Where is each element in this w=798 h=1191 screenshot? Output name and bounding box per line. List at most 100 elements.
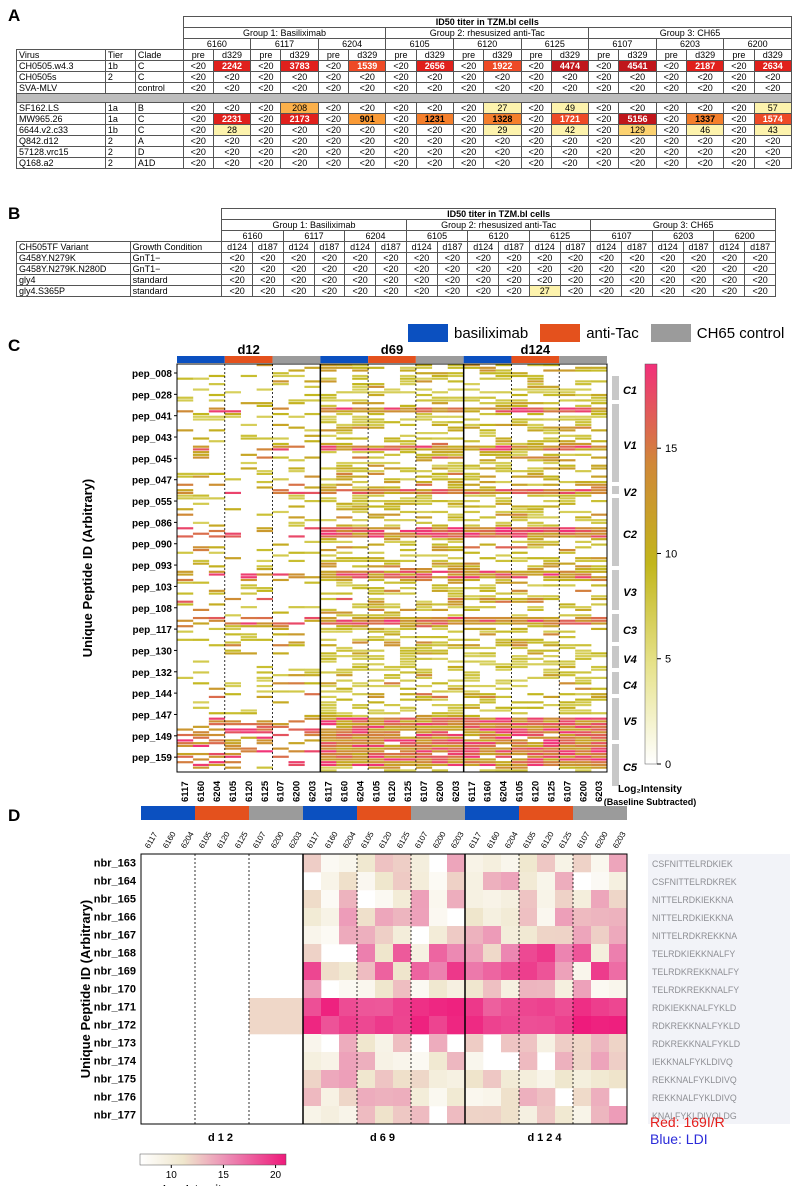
heat-cell xyxy=(527,407,544,410)
heat-cell xyxy=(429,872,448,891)
heat-cell xyxy=(591,687,608,690)
heat-cell xyxy=(357,998,376,1017)
heat-cell xyxy=(573,1034,592,1053)
heat-cell xyxy=(527,595,544,598)
heat-cell xyxy=(224,649,242,652)
heat-cell xyxy=(415,554,433,557)
heat-cell xyxy=(511,646,528,650)
heat-cell xyxy=(543,704,560,707)
heat-cell xyxy=(288,576,305,579)
value-cell: <20 xyxy=(655,124,687,136)
heat-cell xyxy=(527,508,544,511)
heat-cell xyxy=(483,1016,502,1035)
colorbar xyxy=(139,1153,287,1166)
heat-cell xyxy=(573,1052,592,1071)
heat-cell xyxy=(321,1016,340,1035)
heat-cell xyxy=(399,723,417,726)
value-cell: <20 xyxy=(588,82,620,94)
heat-cell xyxy=(511,644,528,647)
x-tick-label: 6120 xyxy=(539,830,556,850)
heat-cell xyxy=(447,513,464,516)
heat-cell xyxy=(399,636,417,639)
x-tick-label: 6204 xyxy=(355,780,366,802)
heat-cell xyxy=(559,464,576,467)
heat-cell xyxy=(519,1052,538,1071)
heat-cell xyxy=(384,622,401,625)
heat-cell xyxy=(320,377,337,380)
heat-cell xyxy=(495,453,512,456)
heat-cell xyxy=(352,391,369,394)
heat-cell xyxy=(224,641,242,644)
heat-cell xyxy=(304,731,321,734)
heat-cell xyxy=(320,418,337,421)
heat-cell xyxy=(511,510,528,514)
heat-cell xyxy=(495,497,512,500)
heat-cell xyxy=(336,668,353,671)
heat-cell xyxy=(555,1034,574,1053)
heat-cell xyxy=(501,1016,520,1035)
heat-cell xyxy=(463,750,480,753)
value-cell: <20 xyxy=(655,113,687,125)
heat-cell xyxy=(559,709,576,712)
heat-cell xyxy=(479,684,496,688)
value-cell: <20 xyxy=(550,135,590,147)
heat-cell xyxy=(479,622,496,625)
heat-cell xyxy=(527,600,544,603)
heat-cell xyxy=(463,655,480,658)
heat-cell xyxy=(527,725,544,728)
x-tick-label: 6125 xyxy=(403,780,414,802)
x-tick-label: 6105 xyxy=(197,830,214,850)
heat-cell xyxy=(543,437,560,440)
heat-cell xyxy=(192,453,210,456)
heat-cell xyxy=(591,557,608,560)
x-tick-label: 6160 xyxy=(339,781,350,802)
heat-cell xyxy=(352,763,369,767)
heat-cell xyxy=(384,755,401,758)
heat-cell xyxy=(463,587,480,590)
heat-cell xyxy=(543,505,560,508)
heat-cell xyxy=(527,429,544,432)
heat-cell xyxy=(415,521,433,524)
heat-cell xyxy=(527,527,544,530)
value-cell: 28 xyxy=(212,124,252,136)
heat-cell xyxy=(352,665,369,669)
heat-cell xyxy=(463,483,480,486)
heat-cell xyxy=(447,546,464,549)
heat-cell xyxy=(479,412,496,416)
heat-cell xyxy=(511,742,528,745)
blank-cell xyxy=(17,209,222,220)
heat-cell xyxy=(447,752,464,756)
heat-cell xyxy=(272,412,289,416)
col-header: d329 xyxy=(212,49,252,61)
heat-cell xyxy=(447,717,464,720)
heat-cell xyxy=(447,747,464,750)
value-cell: <20 xyxy=(685,82,725,94)
x-tick-label: 6203 xyxy=(594,781,605,802)
heat-cell xyxy=(320,529,337,533)
heat-cell xyxy=(304,674,321,677)
heat-cell xyxy=(447,570,464,573)
heat-cell xyxy=(240,592,257,595)
heat-cell xyxy=(320,538,337,541)
heat-cell xyxy=(447,723,464,726)
heat-cell xyxy=(192,546,210,549)
heat-cell xyxy=(543,597,560,601)
heat-cell xyxy=(511,739,528,742)
heat-cell xyxy=(575,622,592,625)
heat-cell xyxy=(463,510,480,514)
heat-cell xyxy=(415,377,433,380)
heat-cell xyxy=(208,565,226,568)
value-cell: <20 xyxy=(385,82,417,94)
heat-cell xyxy=(479,758,496,761)
value-cell: <20 xyxy=(483,135,522,147)
value-cell: <20 xyxy=(452,157,485,169)
heat-cell xyxy=(415,731,433,734)
value-cell: <20 xyxy=(251,263,284,275)
heat-cell xyxy=(208,410,226,413)
heat-cell xyxy=(336,763,353,767)
value-cell: <20 xyxy=(685,71,725,83)
heat-cell xyxy=(304,385,321,388)
heat-cell xyxy=(479,750,496,753)
heat-cell xyxy=(240,723,257,726)
heat-cell xyxy=(224,742,242,745)
